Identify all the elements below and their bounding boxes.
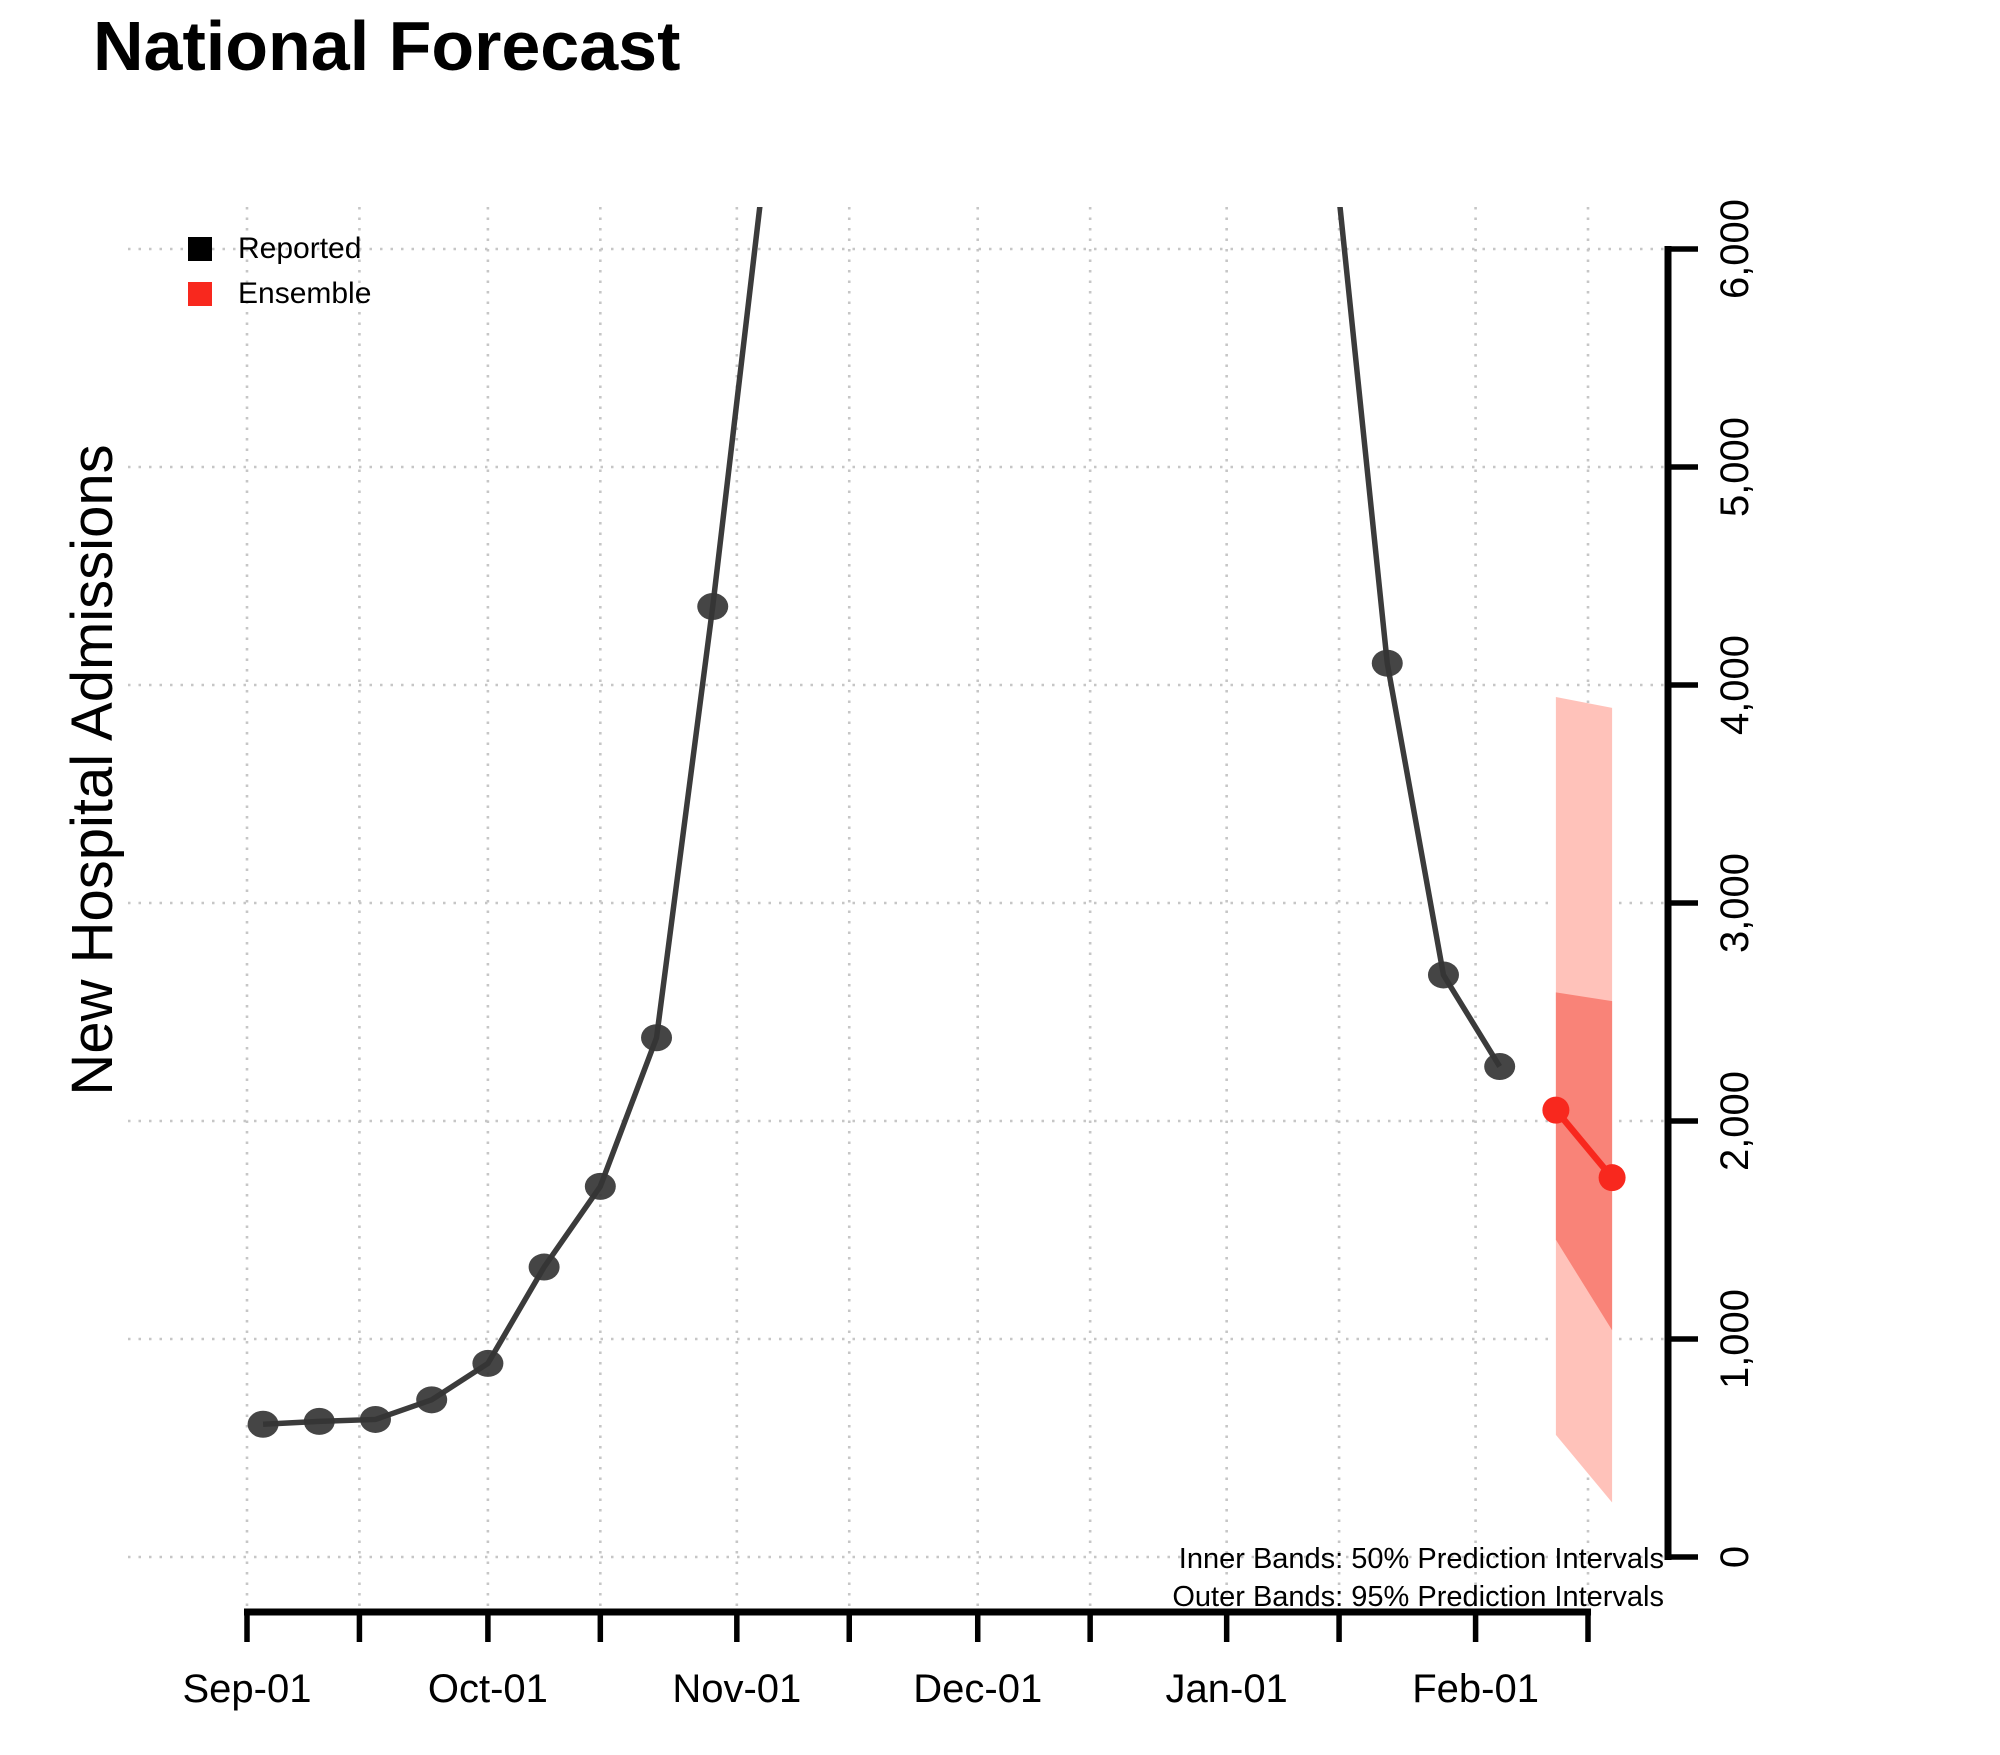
x-tick-label: Nov-01 — [672, 1667, 801, 1711]
y-tick-label: 4,000 — [1713, 635, 1757, 735]
x-tick-label: Oct-01 — [428, 1667, 548, 1711]
reported-point — [697, 593, 729, 621]
y-tick-label: 2,000 — [1713, 1071, 1757, 1171]
annotation-inner-bands: Inner Bands: 50% Prediction Intervals — [1179, 1543, 1664, 1575]
y-tick-label: 3,000 — [1713, 853, 1757, 953]
ensemble-point — [1542, 1096, 1570, 1124]
reported-point — [359, 1405, 391, 1433]
annotation-outer-bands: Outer Bands: 95% Prediction Intervals — [1172, 1581, 1664, 1613]
reported-point — [641, 1024, 673, 1052]
legend-label-reported: Reported — [238, 232, 361, 265]
reported-point — [1427, 961, 1459, 989]
reported-line — [262, 207, 763, 1427]
inner-50-band — [1555, 992, 1613, 1331]
page-title: National Forecast — [93, 7, 680, 85]
legend-label-ensemble: Ensemble — [238, 277, 371, 310]
reported-point — [416, 1386, 448, 1414]
reported-point — [584, 1172, 616, 1200]
gridlines — [128, 207, 1668, 1612]
x-tick-label: Dec-01 — [913, 1667, 1042, 1711]
reported-point — [528, 1253, 560, 1281]
axes: Sep-01 Oct-01 Nov-01 Dec-01 Jan-01 Feb-01 0 1,0… — [183, 199, 1757, 1711]
legend-swatch-ensemble — [188, 282, 212, 306]
reported-point — [303, 1407, 335, 1435]
y-tick-label: 5,000 — [1713, 417, 1757, 517]
y-tick-label: 0 — [1713, 1546, 1757, 1568]
reported-line — [1337, 207, 1503, 1068]
y-axis-title: New Hospital Admissions — [60, 444, 125, 1095]
legend: Reported Ensemble — [188, 232, 371, 310]
x-tick-label: Feb-01 — [1412, 1667, 1539, 1711]
band-annotation: Inner Bands: 50% Prediction Intervals Ou… — [1172, 1543, 1664, 1613]
ensemble-line — [1553, 1108, 1615, 1180]
reported-point — [1484, 1053, 1516, 1080]
prediction-bands — [1555, 696, 1613, 1503]
x-tick-label: Jan-01 — [1166, 1667, 1288, 1711]
y-tick-label: 1,000 — [1713, 1289, 1757, 1389]
y-tick-label: 6,000 — [1713, 199, 1757, 299]
x-tick-label: Sep-01 — [183, 1667, 312, 1711]
reported-point — [1371, 649, 1403, 677]
data-series — [247, 207, 1626, 1438]
legend-swatch-reported — [188, 237, 212, 261]
reported-point — [247, 1410, 279, 1438]
reported-point — [472, 1349, 504, 1377]
ensemble-point — [1598, 1164, 1626, 1192]
